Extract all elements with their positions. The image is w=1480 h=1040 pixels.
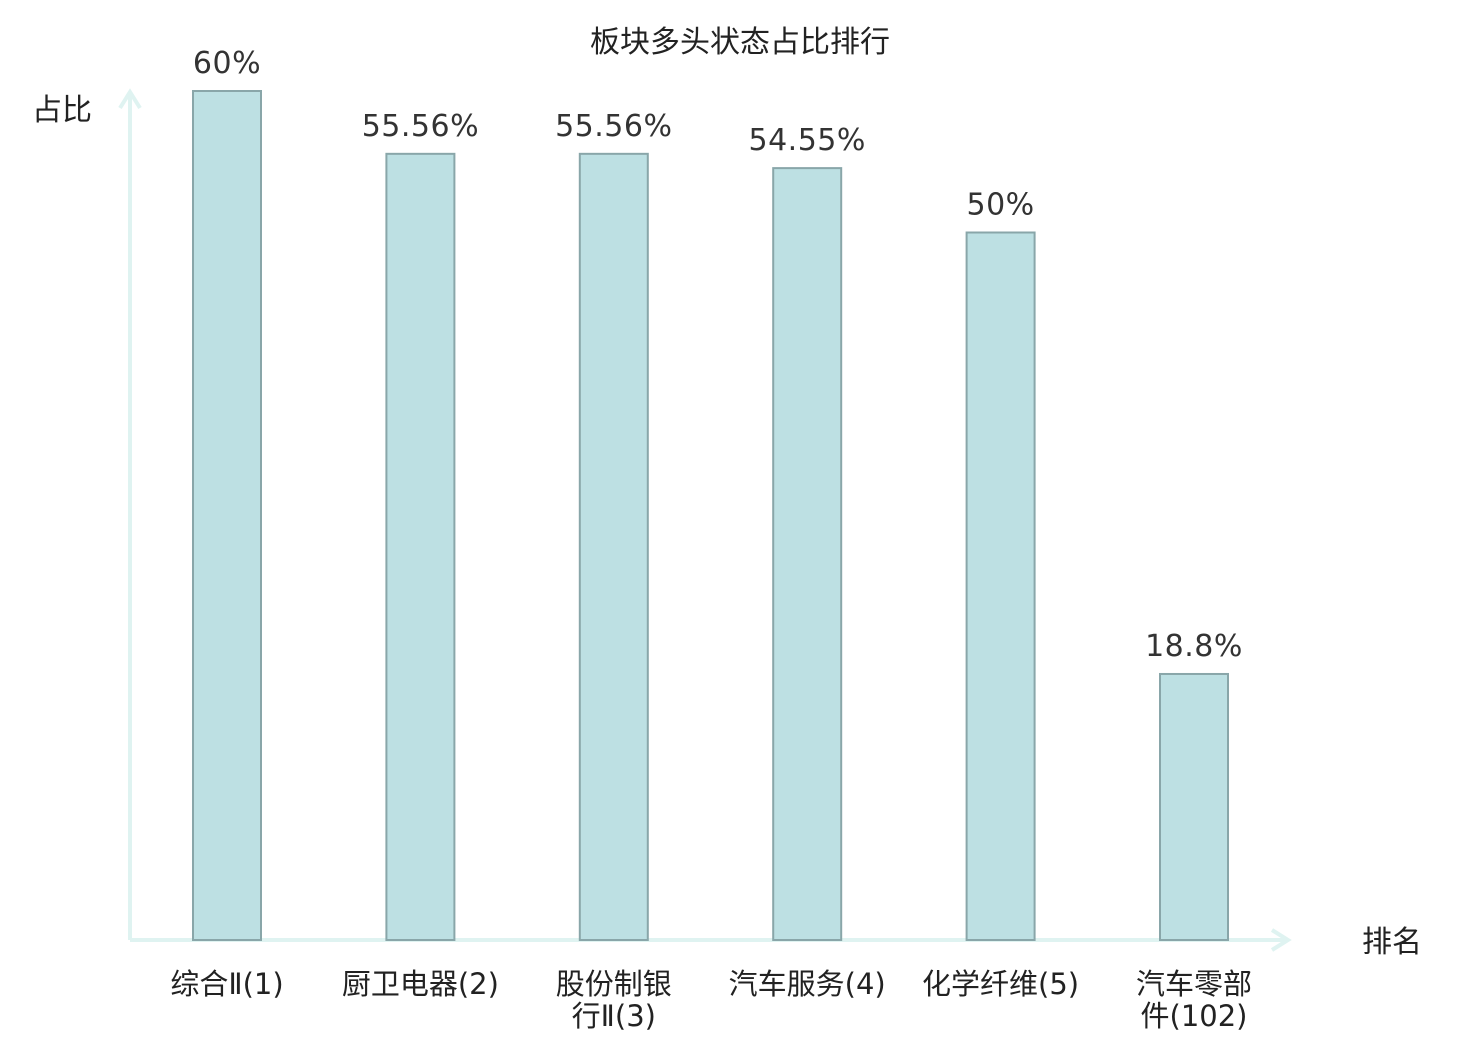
x-tick-label: 股份制银行Ⅱ(3)	[556, 967, 672, 1033]
chart-title: 板块多头状态占比排行	[590, 25, 890, 60]
x-tick-label: 综合Ⅱ(1)	[170, 967, 283, 1001]
bar	[772, 167, 843, 941]
data-label: 60%	[193, 46, 261, 81]
y-axis-label: 占比	[32, 93, 92, 128]
x-tick-label-line: 综合Ⅱ(1)	[170, 967, 283, 1001]
bar	[578, 152, 649, 942]
x-tick-label: 汽车零部件(102)	[1136, 967, 1252, 1033]
y-axis-arrow	[118, 88, 142, 110]
bar	[192, 90, 262, 941]
x-axis-arrow	[1270, 928, 1292, 952]
axes	[118, 88, 1292, 952]
data-label: 55.56%	[555, 109, 672, 144]
x-tick-label-line: 股份制银	[556, 967, 672, 1001]
data-label: 18.8%	[1145, 629, 1243, 664]
bar	[965, 231, 1036, 941]
x-tick-label: 化学纤维(5)	[922, 967, 1079, 1001]
bars	[192, 90, 1229, 942]
data-label: 50%	[967, 188, 1035, 223]
x-tick-label: 厨卫电器(2)	[342, 967, 499, 1001]
x-tick-label-line: 行Ⅱ(3)	[572, 999, 656, 1033]
data-label: 55.56%	[362, 109, 479, 144]
bar	[385, 152, 456, 942]
data-labels: 60% 55.56% 55.56% 54.55% 50% 18.8%	[193, 46, 1243, 664]
x-tick-label-line: 汽车服务(4)	[729, 967, 886, 1001]
data-label: 54.55%	[749, 123, 866, 158]
x-tick-labels: 综合Ⅱ(1) 厨卫电器(2) 股份制银行Ⅱ(3) 汽车服务(4) 化学纤维(5) 汽车零部…	[170, 967, 1252, 1033]
x-tick-label-line: 件(102)	[1141, 999, 1248, 1033]
x-tick-label: 汽车服务(4)	[729, 967, 886, 1001]
x-tick-label-line: 汽车零部	[1136, 967, 1252, 1001]
x-tick-label-line: 化学纤维(5)	[922, 967, 1079, 1001]
bar	[1159, 672, 1229, 941]
x-tick-label-line: 厨卫电器(2)	[342, 967, 499, 1001]
x-axis-label: 排名	[1362, 925, 1422, 960]
